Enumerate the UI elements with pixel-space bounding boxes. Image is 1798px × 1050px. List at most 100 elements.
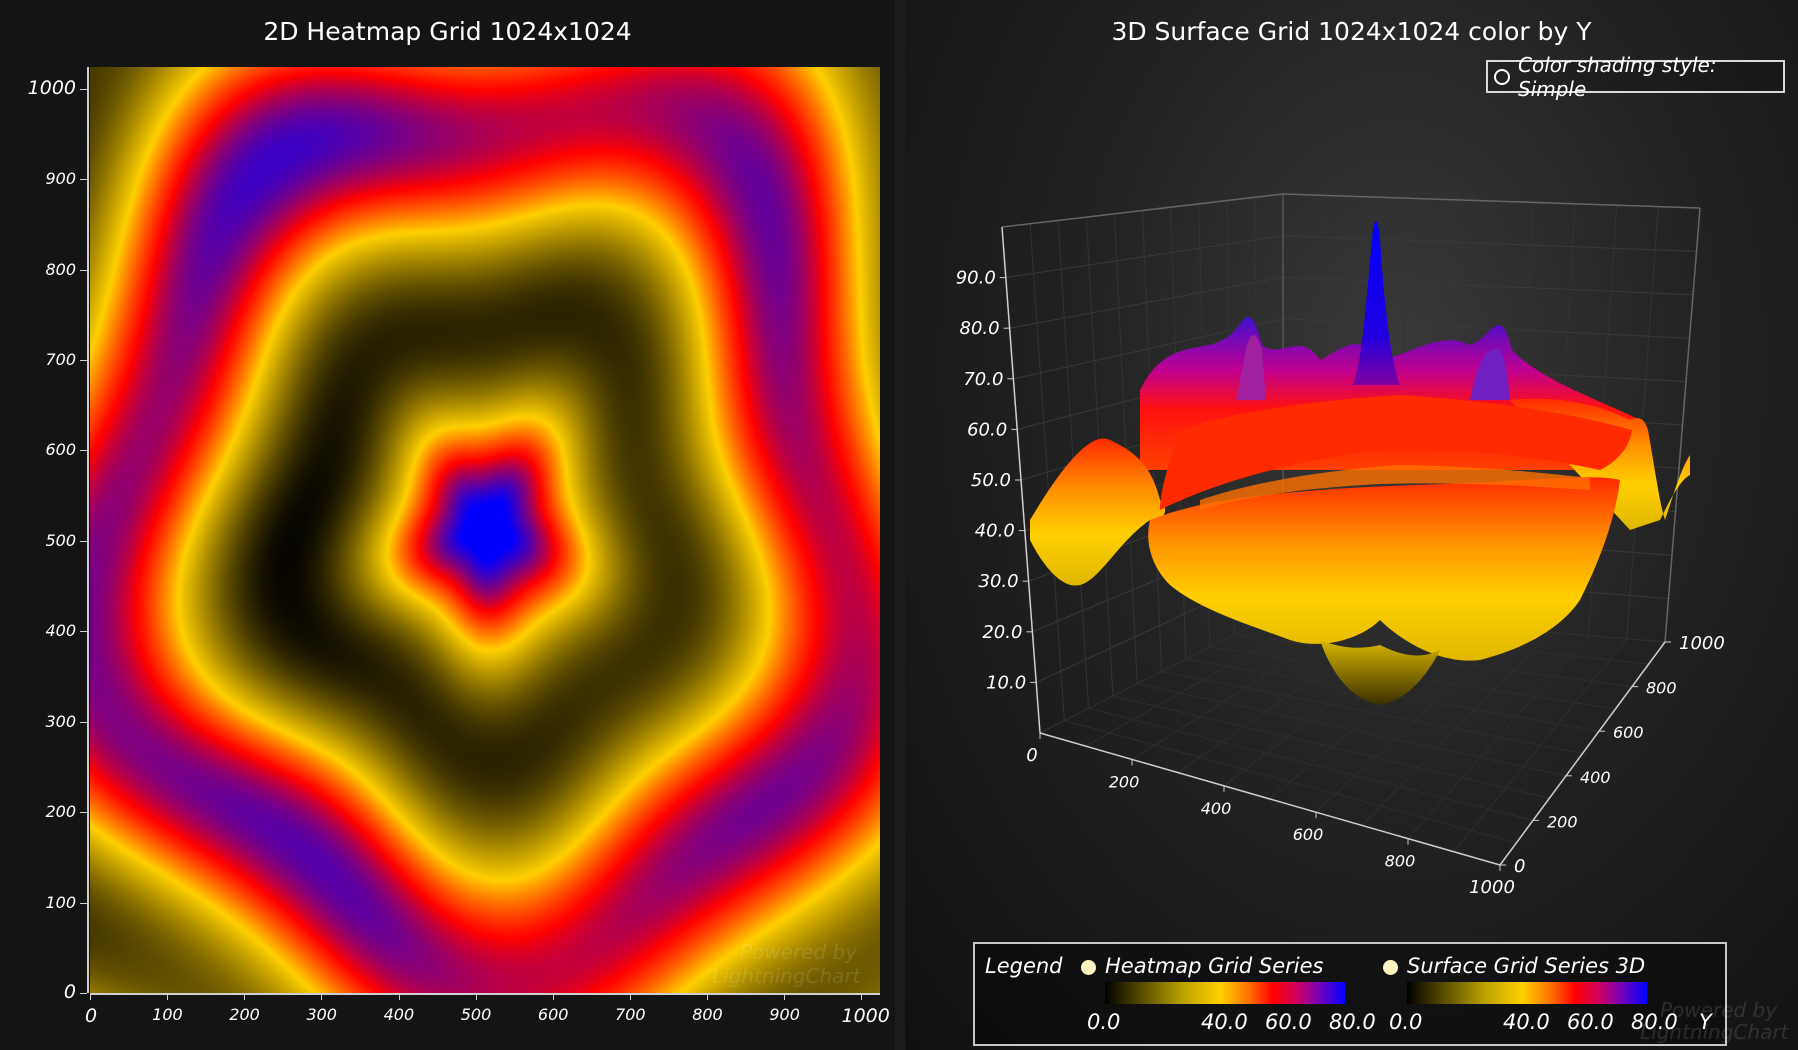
- legend-surface-label[interactable]: Surface Grid Series 3D: [1407, 954, 1646, 978]
- surface-frame-edge: [1001, 193, 1284, 228]
- watermark-right-line1: Powered by: [1660, 998, 1778, 1022]
- heatmap-y-tick: [80, 721, 87, 723]
- surface-y-tick-label: 40.0: [975, 521, 1015, 542]
- legend-surface-marker[interactable]: [1383, 960, 1398, 975]
- heatmap-y-tick-label: 100: [45, 892, 76, 912]
- surface-z-tick-label: 1000: [1679, 633, 1725, 654]
- surface-3d-plot[interactable]: 10.0 20.0 30.0 40.0 50.0 60.0 70.0 80.0 90.0 0 200…: [905, 0, 1798, 940]
- heatmap-y-tick-label: 0: [63, 981, 76, 1003]
- heatmap-y-tick-label: 800: [45, 259, 76, 279]
- surface-peak-right: [1470, 348, 1510, 400]
- surface-x-tick-label: 600: [1293, 825, 1324, 844]
- heatmap-y-tick-label: 1000: [27, 76, 76, 99]
- heatmap-x-tick: [244, 993, 246, 1000]
- surface-z-tick-label: 800: [1646, 679, 1677, 698]
- surface-y-tick-label: 90.0: [956, 268, 996, 289]
- surface-frame-edge: [1664, 207, 1701, 643]
- heatmap-x-tick-label: 300: [306, 1005, 337, 1024]
- heatmap-x-tick: [784, 993, 786, 1000]
- heatmap-y-tick: [80, 902, 87, 904]
- heatmap-x-tick-label: 0: [85, 1005, 98, 1027]
- heatmap-y-tick-label: 200: [45, 802, 76, 822]
- surface-y-tick-label: 60.0: [967, 419, 1007, 440]
- surface-y-tick-label: 50.0: [971, 470, 1011, 491]
- heatmap-x-axis-line: [90, 993, 880, 995]
- heatmap-y-tick-label: 700: [45, 349, 76, 369]
- surface-y-tick-label: 30.0: [979, 571, 1019, 592]
- surface-frame-edge: [1282, 193, 1701, 209]
- heatmap-y-tick: [80, 269, 87, 271]
- watermark-left-line2: LightningChart: [712, 964, 861, 988]
- surface-center-pit: [1320, 640, 1440, 705]
- surface-x-tick-label: 400: [1201, 799, 1232, 818]
- legend-heatmap-colorbar: [1105, 982, 1345, 1004]
- watermark-left-line1: Powered by: [740, 940, 858, 964]
- heatmap-x-tick-label: 1000: [841, 1005, 890, 1027]
- surface-floor-grid-line: [1407, 635, 1589, 839]
- surface-floor-grid-line: [1361, 632, 1551, 826]
- surface-z-tick-label: 200: [1547, 812, 1578, 831]
- heatmap-y-tick: [80, 179, 87, 181]
- surface-left-lobe: [1030, 438, 1166, 586]
- heatmap-title: 2D Heatmap Grid 1024x1024: [263, 17, 632, 46]
- surface-mesh: [1030, 221, 1690, 705]
- legend-surface-axis-title: Y: [1699, 1010, 1712, 1034]
- surface-interior-face: [1160, 395, 1632, 510]
- color-shading-style-button[interactable]: Color shading style: Simple: [1486, 53, 1785, 101]
- heatmap-x-tick: [861, 993, 863, 1000]
- legend-heatmap-tick-1: 40.0: [1201, 1010, 1248, 1034]
- heatmap-plot[interactable]: [90, 67, 880, 993]
- surface-x-axis-line: [1039, 732, 1501, 866]
- legend-surface-tick-3: 80.0: [1631, 1010, 1678, 1034]
- legend-heatmap-tick-2: 60.0: [1265, 1010, 1312, 1034]
- heatmap-y-tick: [80, 359, 87, 361]
- heatmap-y-tick-label: 500: [45, 530, 76, 550]
- legend-surface-tick-1: 40.0: [1503, 1010, 1550, 1034]
- heatmap-y-tick: [80, 631, 87, 633]
- radio-icon: [1494, 68, 1510, 85]
- heatmap-x-tick: [630, 993, 632, 1000]
- legend-box: Legend Heatmap Grid Series 0.0 40.0 60.0…: [973, 942, 1727, 1046]
- surface-title: 3D Surface Grid 1024x1024 color by Y: [1111, 17, 1592, 46]
- heatmap-y-tick: [80, 812, 87, 814]
- heatmap-y-tick-label: 900: [45, 169, 76, 189]
- color-shading-style-label: Color shading style: Simple: [1518, 52, 1717, 101]
- surface-z-tick-label: 0: [1514, 856, 1525, 877]
- heatmap-x-tick: [321, 993, 323, 1000]
- heatmap-x-tick-label: 700: [615, 1005, 646, 1024]
- legend-surface-tick-0: 0.0: [1389, 1010, 1423, 1034]
- heatmap-x-tick-label: 600: [537, 1005, 569, 1024]
- watermark-right-line2: LightningChart: [1640, 1020, 1789, 1044]
- surface-floor-grid-line: [1161, 671, 1583, 754]
- surface-floor-grid-line: [1453, 638, 1628, 853]
- legend-heatmap-tick-0: 0.0: [1087, 1010, 1121, 1034]
- heatmap-x-tick-label: 800: [692, 1005, 723, 1024]
- heatmap-y-axis-line: [87, 67, 89, 993]
- heatmap-x-tick: [707, 993, 709, 1000]
- heatmap-x-tick: [398, 993, 400, 1000]
- heatmap-x-tick: [167, 993, 169, 1000]
- surface-z-axis-line: [1499, 641, 1666, 866]
- legend-heatmap-label[interactable]: Heatmap Grid Series: [1105, 954, 1324, 978]
- heatmap-y-tick: [80, 88, 87, 90]
- surface-grid-line: [1029, 223, 1065, 721]
- legend-heatmap-tick-3: 80.0: [1329, 1010, 1376, 1034]
- heatmap-x-tick: [552, 993, 554, 1000]
- heatmap-x-tick-label: 200: [229, 1005, 260, 1024]
- heatmap-x-tick: [475, 993, 477, 1000]
- heatmap-x-tick: [90, 993, 91, 1000]
- legend-heatmap-marker[interactable]: [1081, 960, 1096, 975]
- surface-x-tick-label: 200: [1109, 772, 1140, 791]
- surface-y-tick-label: 10.0: [986, 672, 1026, 693]
- surface-axes: 10.0 20.0 30.0 40.0 50.0 60.0 70.0 80.0 90.0 0 200…: [956, 226, 1725, 898]
- surface-x-tick-label: 1000: [1469, 877, 1515, 898]
- heatmap-y-tick: [80, 993, 87, 994]
- legend-title: Legend: [985, 954, 1063, 978]
- legend-surface-tick-2: 60.0: [1567, 1010, 1614, 1034]
- heatmap-x-tick-label: 400: [383, 1005, 415, 1024]
- surface-y-tick-label: 80.0: [960, 318, 1000, 339]
- surface-central-spike: [1352, 221, 1400, 385]
- surface-y-tick-label: 20.0: [982, 622, 1022, 643]
- panel-divider: [895, 0, 905, 1050]
- surface-z-tick-label: 400: [1580, 768, 1611, 787]
